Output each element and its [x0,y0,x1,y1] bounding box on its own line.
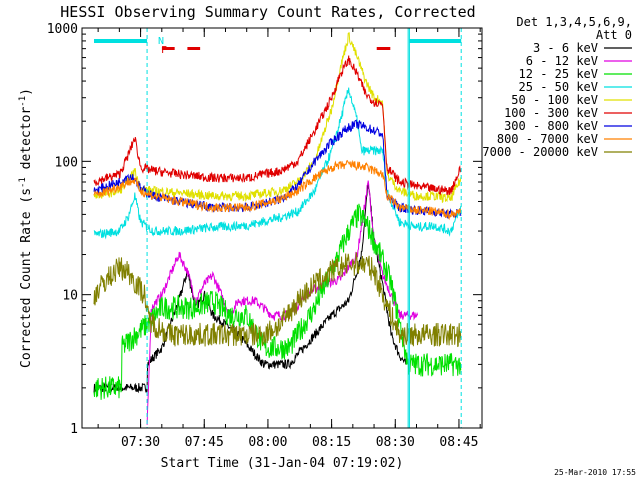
x-axis-label: Start Time (31-Jan-04 07:19:02) [161,456,404,471]
legend-label-7000-20000-kev: 7000 - 20000 keV [482,145,598,159]
series-group [93,32,462,425]
legend-title: Det 1,3,4,5,6,9, [516,15,632,29]
y-axis-label-exp2: -1 [18,96,28,107]
overlay-group [94,28,462,428]
x-tick-label-07-45: 07:45 [185,435,224,450]
legend-label-100-300-kev: 100 - 300 keV [504,106,598,120]
series-50-100-kev [93,32,462,204]
series-12-25-kev [93,203,462,400]
series-25-50-kev [93,87,462,240]
y-tick-label-100: 100 [55,155,78,170]
night-bar-0 [94,39,148,43]
legend-label-12-25-kev: 12 - 25 keV [519,67,598,81]
night-bar-1 [409,39,462,43]
x-tick-label-08-30: 08:30 [376,435,415,450]
x-tick-label-07-30: 07:30 [121,435,160,450]
y-axis-label-main: Corrected Count Rate (s [19,188,34,368]
y-tick-label-1000: 1000 [47,22,78,37]
flare-dash-0 [161,47,175,50]
footer-timestamp: 25-Mar-2010 17:55 [554,468,636,477]
legend-label-25-50-kev: 25 - 50 keV [519,80,598,94]
legend-label-3-6-kev: 3 - 6 keV [533,41,598,55]
series-7000-20000-kev [93,252,462,348]
series-3-6-kev [93,182,407,394]
y-axis-label-mid: detector [19,107,34,178]
x-tick-label-08-45: 08:45 [439,435,478,450]
y-axis-label: Corrected Count Rate (s-1 detector-1) [18,88,34,368]
legend-title-att: Att 0 [596,28,632,42]
chart-title: HESSI Observing Summary Count Rates, Cor… [60,3,475,21]
series-100-300-kev [93,55,462,196]
x-tick-label-08-00: 08:00 [248,435,287,450]
flag-label-n: N [158,36,164,47]
legend-label-6-12-kev: 6 - 12 keV [526,54,598,68]
flare-dash-1 [187,47,201,50]
plot-frame [81,27,483,429]
flag-label-f: F [161,45,167,56]
axes-group: 1 10 100 1000 07:30 07:45 08:00 08:15 08:30 08:45 [47,22,482,450]
y-axis-label-end: ) [19,88,34,96]
y-tick-label-10: 10 [62,289,78,304]
flare-dash-2 [376,47,391,50]
y-axis-label-exp1: -1 [18,177,28,188]
legend-label-800-7000-kev: 800 - 7000 keV [497,132,598,146]
legend-label-300-800-kev: 300 - 800 keV [504,119,598,133]
y-tick-label-1: 1 [70,422,78,437]
x-tick-label-08-15: 08:15 [312,435,351,450]
series-800-7000-kev [93,159,462,221]
legend-label-50-100-kev: 50 - 100 keV [511,93,598,107]
